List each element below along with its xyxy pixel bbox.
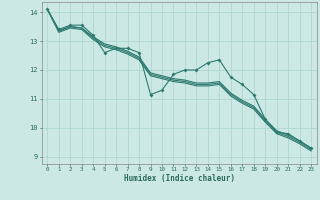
X-axis label: Humidex (Indice chaleur): Humidex (Indice chaleur) (124, 174, 235, 183)
